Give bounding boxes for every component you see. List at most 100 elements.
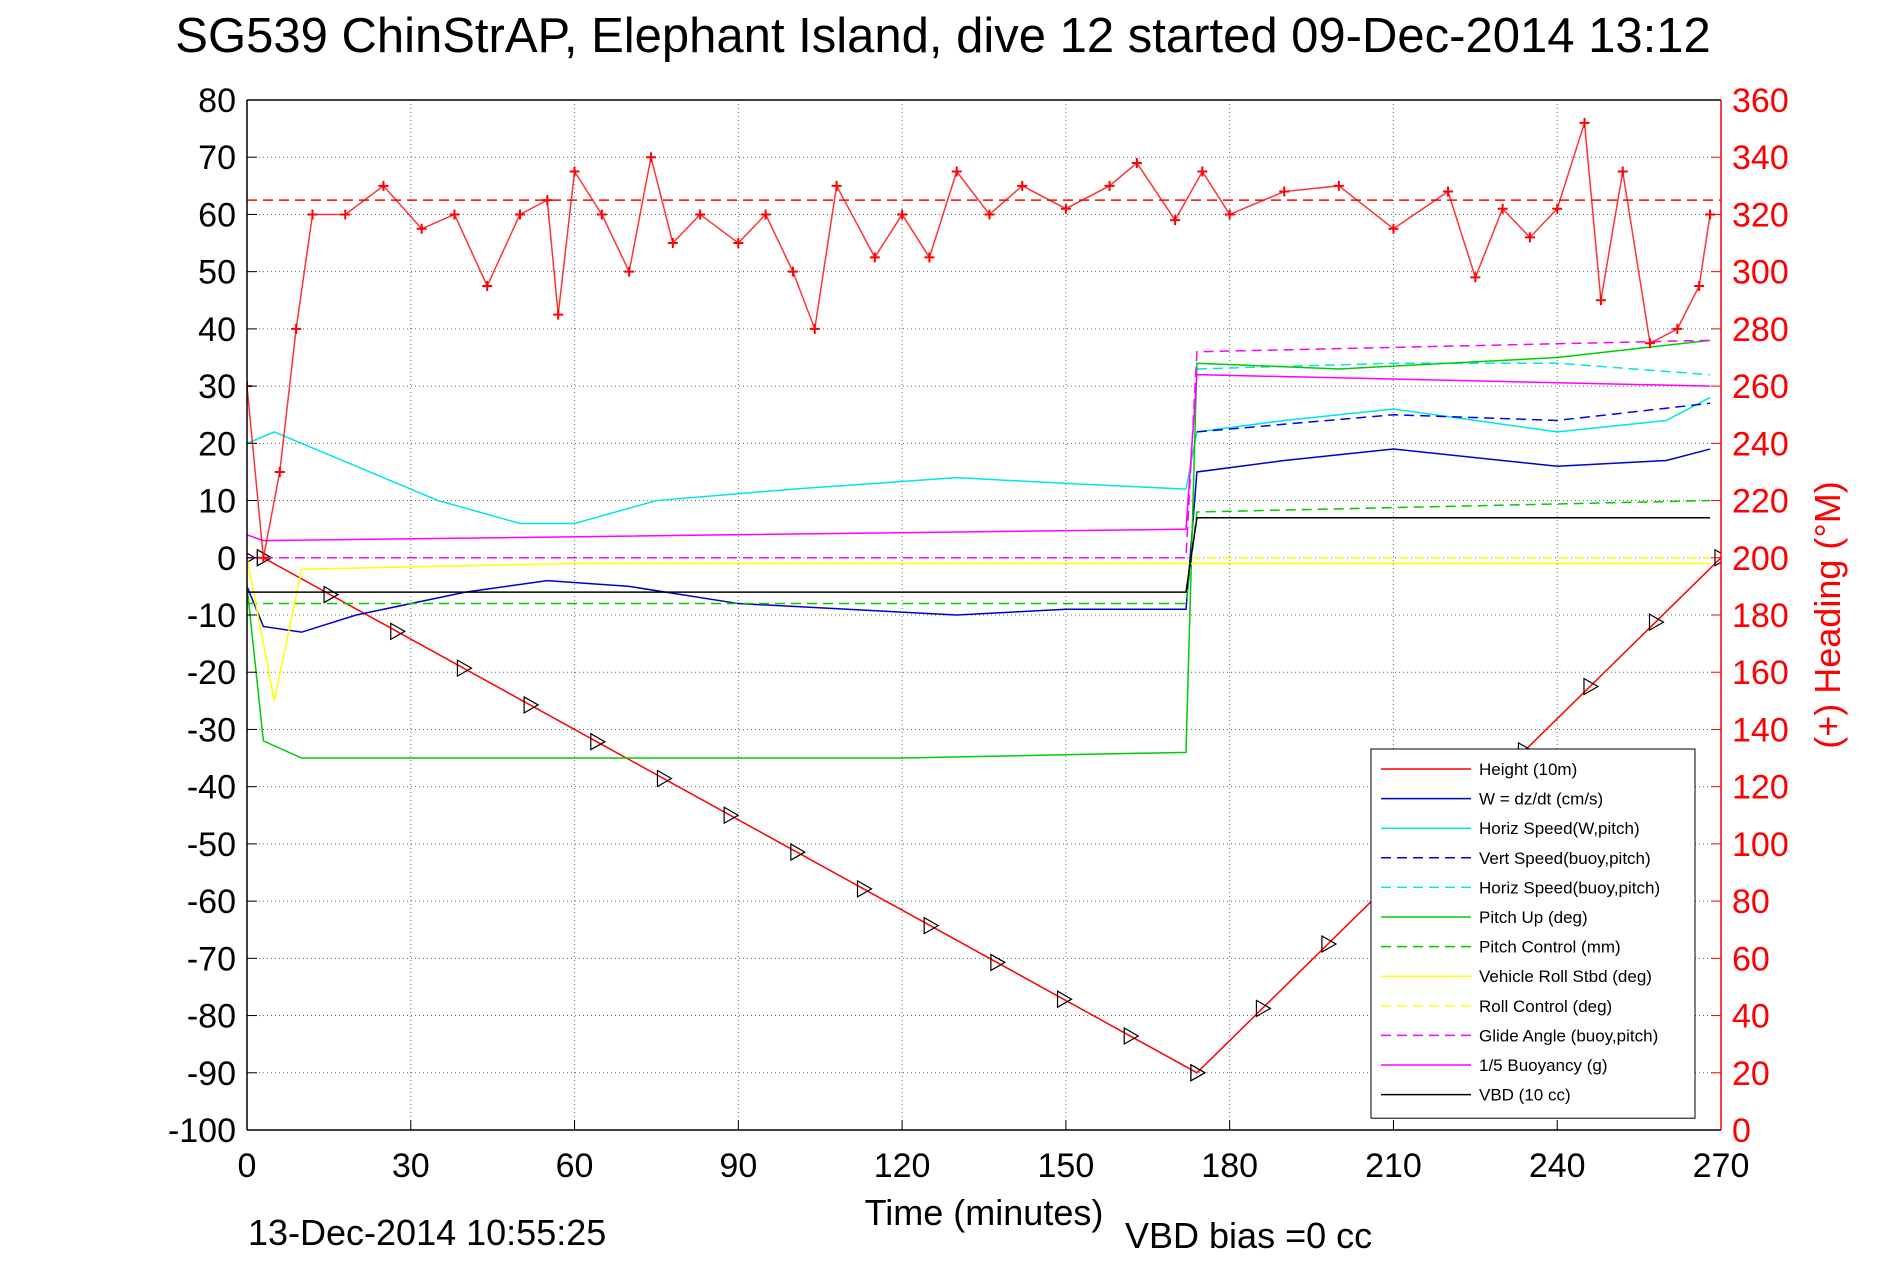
dive-marker (856, 879, 873, 898)
y-tick-label-right: 100 (1732, 826, 1789, 864)
series-w-dz-dt-cm-s (247, 448, 1711, 633)
x-tick-label: 270 (1693, 1147, 1750, 1185)
chart-title: SG539 ChinStrAP, Elephant Island, dive 1… (175, 9, 1710, 63)
heading-point (760, 209, 771, 220)
y-tick-label-left: -90 (187, 1055, 236, 1093)
y-tick-label-left: -20 (187, 654, 236, 692)
heading-point (1645, 338, 1656, 349)
heading-point (542, 195, 553, 206)
series-vert-speed-buoy-pitch (1196, 402, 1711, 433)
dive-marker (390, 622, 406, 641)
legend-entry: 1/5 Buoyancy (g) (1479, 1056, 1608, 1075)
series-pitch-control-mm (247, 499, 1711, 605)
heading-point (984, 209, 995, 220)
heading-point (553, 309, 564, 320)
heading-point (869, 252, 880, 263)
x-tick-label: 180 (1201, 1147, 1258, 1185)
dive-marker (1056, 990, 1073, 1009)
y-tick-label-left: -10 (187, 597, 236, 635)
heading-point (258, 552, 269, 563)
heading-point (416, 223, 427, 234)
heading-trace (247, 122, 1711, 558)
y-tick-label-right: 220 (1732, 483, 1789, 521)
heading-point (307, 209, 318, 220)
dive-marker (790, 843, 807, 862)
x-axis-label: Time (minutes) (865, 1192, 1104, 1233)
series-pitch-up-deg (247, 339, 1711, 759)
y-tick-label-right: 0 (1732, 1112, 1751, 1150)
heading-point (1672, 323, 1683, 334)
heading-point (1552, 203, 1563, 214)
x-tick-label: 150 (1038, 1147, 1095, 1185)
y-tick-label-right: 140 (1732, 711, 1789, 749)
y-tick-label-left: -50 (187, 826, 236, 864)
heading-point (733, 238, 744, 249)
y-tick-label-right: 180 (1732, 597, 1789, 635)
heading-point (831, 180, 842, 191)
heading-point (378, 180, 389, 191)
y-tick-label-right: 160 (1732, 654, 1789, 692)
heading-point (1443, 186, 1454, 197)
y-tick-label-right: 80 (1732, 883, 1770, 921)
heading-point (809, 323, 820, 334)
y-tick-label-right: 280 (1732, 311, 1789, 349)
dive-marker (1583, 677, 1600, 696)
y-tick-label-right: 260 (1732, 368, 1789, 406)
y-tick-label-right: 300 (1732, 254, 1789, 292)
heading-point (1104, 180, 1115, 191)
y-tick-label-left: 80 (198, 82, 236, 120)
right-axis-label: (+) Heading (°M) (1807, 481, 1848, 748)
heading-point (897, 209, 908, 220)
heading-point (1333, 180, 1344, 191)
heading-point (1131, 157, 1142, 168)
legend-entry: Height (10m) (1479, 760, 1577, 779)
y-tick-label-left: -60 (187, 883, 236, 921)
dive-marker (990, 953, 1007, 972)
legend-entry: Pitch Up (deg) (1479, 908, 1588, 927)
y-tick-label-left: 20 (198, 425, 236, 463)
y-tick-label-left: -30 (187, 711, 236, 749)
heading-point (924, 252, 935, 263)
series-horiz-speed-w-pitch (247, 396, 1711, 525)
dive-marker (1123, 1026, 1140, 1046)
heading-point (1388, 223, 1399, 234)
heading-point (645, 152, 656, 163)
legend-entry: Vert Speed(buoy,pitch) (1479, 849, 1651, 868)
y-tick-label-left: 70 (198, 139, 236, 177)
y-tick-label-left: -70 (187, 940, 236, 978)
dive-marker (723, 806, 740, 825)
y-tick-label-left: 60 (198, 196, 236, 234)
heading-point (596, 209, 607, 220)
legend-entry: Horiz Speed(W,pitch) (1479, 819, 1640, 838)
heading-point (1595, 295, 1606, 306)
heading-point (1617, 166, 1628, 177)
x-tick-label: 60 (556, 1147, 594, 1185)
heading-point (624, 266, 635, 277)
legend-entry: W = dz/dt (cm/s) (1479, 790, 1603, 809)
heading-point (274, 466, 285, 477)
x-tick-label: 30 (392, 1147, 430, 1185)
series-glide-angle-buoy-pitch (247, 339, 1711, 559)
x-tick-label: 240 (1529, 1147, 1586, 1185)
dive-marker (590, 732, 606, 751)
dive-marker (1190, 1063, 1207, 1082)
timestamp: 13-Dec-2014 10:55:25 (248, 1212, 606, 1253)
series-vbd-10-cc (247, 516, 1711, 593)
series-1-5-buoyancy-g (247, 373, 1711, 542)
y-tick-label-left: 40 (198, 311, 236, 349)
heading-point (787, 266, 798, 277)
heading-series (247, 117, 1716, 563)
heading-point (667, 238, 678, 249)
legend: Height (10m) W = dz/dt (cm/s) Horiz Speed(… (1370, 748, 1696, 1119)
dive-marker (523, 695, 540, 714)
axes: 0 30 60 90 120 150 180 210 240 270 80 70 60 50 40 30 20 1… (168, 82, 1789, 1185)
heading-point (1279, 186, 1290, 197)
heading-point (1497, 203, 1508, 214)
heading-point (695, 209, 706, 220)
heading-point (1579, 117, 1590, 128)
dive-marker (1321, 934, 1338, 954)
legend-entry: Horiz Speed(buoy,pitch) (1479, 878, 1660, 897)
dive-marker (923, 916, 940, 935)
x-tick-label: 0 (238, 1147, 257, 1185)
